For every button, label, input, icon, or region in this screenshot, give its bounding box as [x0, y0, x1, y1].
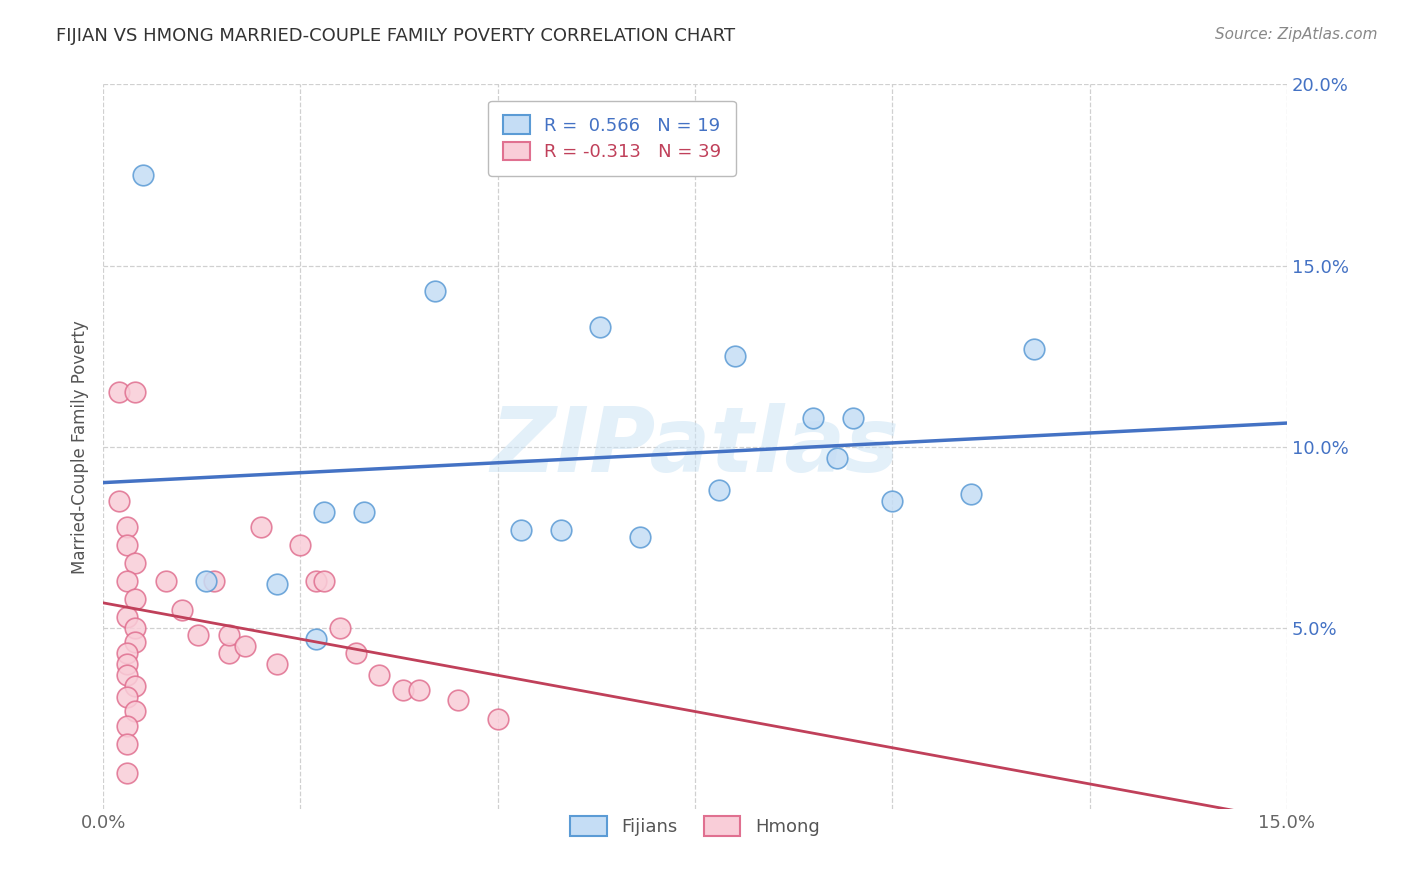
Y-axis label: Married-Couple Family Poverty: Married-Couple Family Poverty — [72, 320, 89, 574]
Point — [250, 519, 273, 533]
Point — [155, 574, 177, 588]
Point — [314, 505, 336, 519]
Point — [115, 610, 138, 624]
Point — [218, 646, 240, 660]
Point — [108, 385, 131, 400]
Point — [124, 556, 146, 570]
Point — [115, 737, 138, 751]
Point — [115, 765, 138, 780]
Point — [115, 646, 138, 660]
Point — [329, 621, 352, 635]
Point — [960, 487, 983, 501]
Point — [131, 168, 153, 182]
Point — [218, 628, 240, 642]
Point — [353, 505, 375, 519]
Text: ZIPatlas: ZIPatlas — [491, 403, 900, 491]
Point — [115, 690, 138, 704]
Point — [447, 693, 470, 707]
Point — [115, 519, 138, 533]
Point — [1024, 342, 1046, 356]
Point — [124, 385, 146, 400]
Point — [115, 719, 138, 733]
Point — [124, 591, 146, 606]
Point — [115, 538, 138, 552]
Point — [108, 494, 131, 508]
Text: Source: ZipAtlas.com: Source: ZipAtlas.com — [1215, 27, 1378, 42]
Text: FIJIAN VS HMONG MARRIED-COUPLE FAMILY POVERTY CORRELATION CHART: FIJIAN VS HMONG MARRIED-COUPLE FAMILY PO… — [56, 27, 735, 45]
Point — [290, 538, 312, 552]
Point — [194, 574, 217, 588]
Point — [842, 410, 865, 425]
Point — [707, 483, 730, 498]
Point — [187, 628, 209, 642]
Point — [408, 682, 430, 697]
Point — [392, 682, 415, 697]
Point — [423, 284, 446, 298]
Point — [170, 603, 193, 617]
Point — [233, 639, 256, 653]
Point — [115, 668, 138, 682]
Point — [882, 494, 904, 508]
Point — [124, 621, 146, 635]
Point — [266, 577, 288, 591]
Point — [550, 523, 572, 537]
Point — [628, 530, 651, 544]
Point — [305, 632, 328, 646]
Point — [803, 410, 825, 425]
Legend: Fijians, Hmong: Fijians, Hmong — [564, 808, 827, 844]
Point — [115, 657, 138, 672]
Point — [510, 523, 533, 537]
Point — [486, 712, 509, 726]
Point — [344, 646, 367, 660]
Point — [266, 657, 288, 672]
Point — [305, 574, 328, 588]
Point — [368, 668, 391, 682]
Point — [825, 450, 848, 465]
Point — [124, 679, 146, 693]
Point — [124, 635, 146, 649]
Point — [589, 320, 612, 334]
Point — [202, 574, 225, 588]
Point — [115, 574, 138, 588]
Point — [314, 574, 336, 588]
Point — [124, 704, 146, 718]
Point — [723, 349, 745, 363]
